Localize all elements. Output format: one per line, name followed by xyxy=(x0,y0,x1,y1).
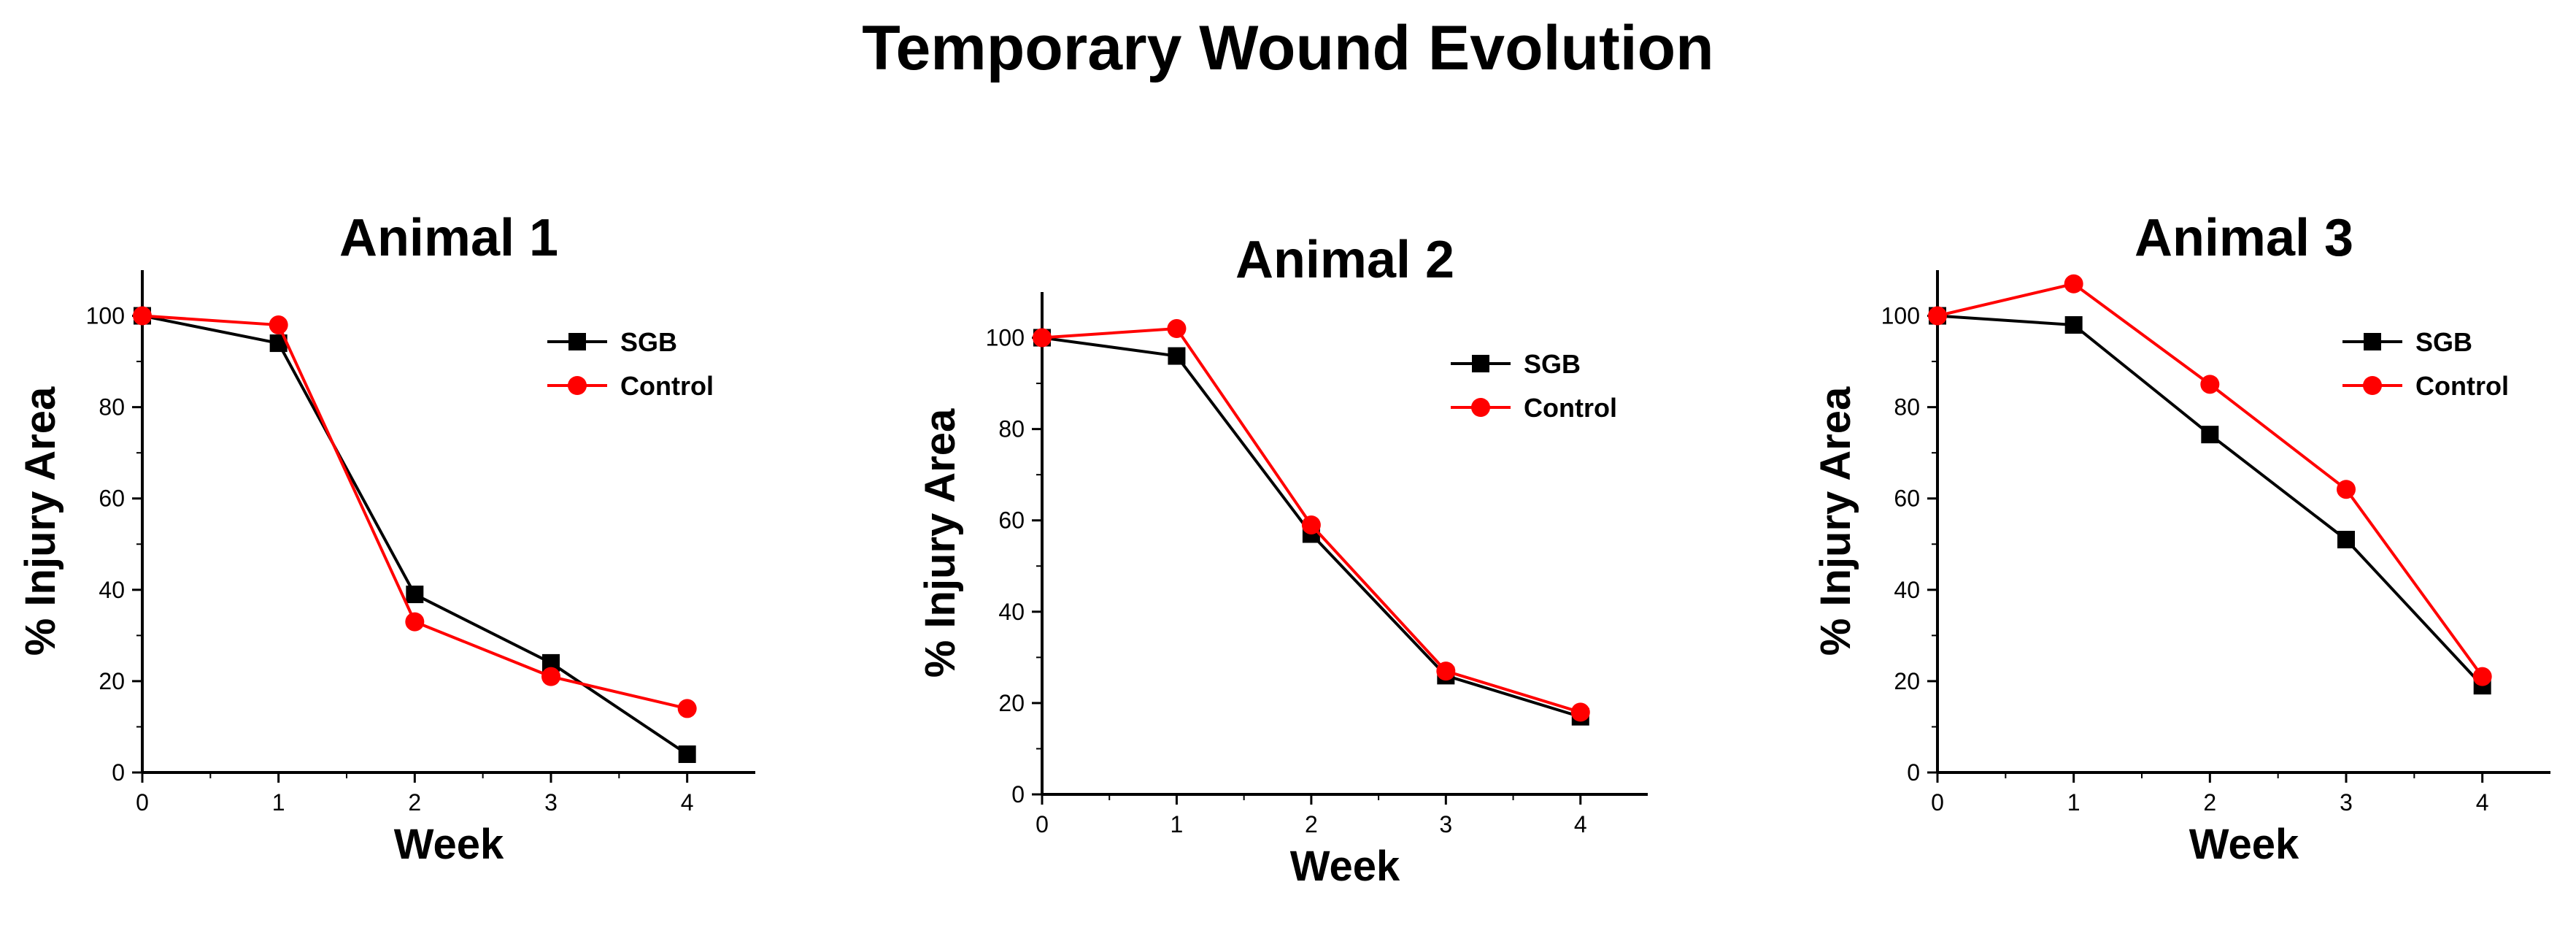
data-point-control xyxy=(269,315,288,335)
x-tick-label: 2 xyxy=(2203,789,2216,816)
data-point-control xyxy=(2064,274,2083,294)
y-tick-label: 60 xyxy=(1894,486,1920,512)
chart-animal-1: Animal 1 0 20 40 60 80 100 0 1 2 3 4 Week % Injury Ar… xyxy=(17,209,755,868)
legend-marker-control xyxy=(2363,376,2382,395)
legend-marker-sgb xyxy=(568,333,586,350)
legend-label-sgb: SGB xyxy=(620,327,677,357)
series-line-control xyxy=(142,314,688,710)
x-axis-label: Week xyxy=(2189,821,2299,868)
data-point-control xyxy=(133,306,152,326)
chart-animal-3: Animal 3 0 20 40 60 80 100 0 1 2 3 4 Week % Injury Ar… xyxy=(1812,209,2550,868)
legend-label-sgb: SGB xyxy=(2415,327,2472,357)
data-point-control xyxy=(2472,667,2492,686)
legend-marker-sgb xyxy=(1472,355,1489,372)
x-tick-label: 4 xyxy=(2476,789,2489,816)
data-point-control xyxy=(1928,306,1947,326)
x-tick-label: 1 xyxy=(2067,789,2081,816)
y-tick-label: 40 xyxy=(1894,577,1920,603)
y-tick-label: 100 xyxy=(86,303,125,329)
x-tick-label: 0 xyxy=(1931,789,1944,816)
x-tick-label: 3 xyxy=(1439,811,1452,837)
y-tick-label: 0 xyxy=(1011,781,1025,808)
legend: SGB Control xyxy=(547,327,714,401)
panel-title: Animal 2 xyxy=(1235,231,1454,289)
x-tick-label: 3 xyxy=(2340,789,2353,816)
data-point-control xyxy=(1167,319,1187,339)
y-tick-label: 20 xyxy=(99,668,125,694)
figure-title: Temporary Wound Evolution xyxy=(862,13,1713,83)
data-point-sgb xyxy=(2337,531,2355,549)
y-axis-label: % Injury Area xyxy=(1812,386,1859,656)
y-axis-label: % Injury Area xyxy=(917,408,964,678)
data-point-control xyxy=(2200,375,2220,394)
panel-title: Animal 3 xyxy=(2135,209,2353,267)
x-tick-label: 4 xyxy=(1574,811,1587,837)
x-tick-label: 2 xyxy=(1305,811,1318,837)
panel-title: Animal 1 xyxy=(339,209,558,267)
legend-label-control: Control xyxy=(620,371,714,401)
x-tick-label: 1 xyxy=(272,789,285,816)
legend-label-sgb: SGB xyxy=(1524,349,1581,379)
y-tick-label: 40 xyxy=(998,599,1025,625)
data-point-control xyxy=(405,612,425,632)
data-point-control xyxy=(2337,480,2356,499)
y-tick-label: 80 xyxy=(1894,394,1920,421)
x-tick-label: 2 xyxy=(408,789,421,816)
legend-label-control: Control xyxy=(2415,371,2509,401)
data-point-sgb xyxy=(406,586,424,604)
x-tick-label: 3 xyxy=(544,789,558,816)
legend-marker-control xyxy=(1471,398,1490,417)
data-point-control xyxy=(1436,662,1456,681)
legend: SGB Control xyxy=(2342,327,2509,401)
y-tick-label: 0 xyxy=(112,759,125,786)
data-point-sgb xyxy=(1168,347,1186,365)
x-axis-label: Week xyxy=(394,821,504,868)
data-point-control xyxy=(1570,702,1590,722)
y-axis-label: % Injury Area xyxy=(17,386,64,656)
y-tick-label: 80 xyxy=(99,394,125,421)
x-tick-label: 1 xyxy=(1171,811,1184,837)
legend-label-control: Control xyxy=(1524,393,1617,423)
legend-marker-control xyxy=(568,376,587,395)
data-point-control xyxy=(1301,515,1321,534)
data-point-control xyxy=(1033,328,1052,348)
x-tick-label: 0 xyxy=(1036,811,1049,837)
x-tick-label: 0 xyxy=(136,789,149,816)
legend-marker-sgb xyxy=(2364,333,2381,350)
y-tick-label: 0 xyxy=(1907,759,1920,786)
legend: SGB Control xyxy=(1451,349,1617,423)
data-point-sgb xyxy=(2201,426,2219,444)
chart-animal-2: Animal 2 0 20 40 60 80 100 0 1 2 3 4 Week % Injury Ar… xyxy=(917,231,1648,890)
y-tick-label: 60 xyxy=(998,507,1025,534)
x-axis-label: Week xyxy=(1290,843,1400,890)
data-point-sgb xyxy=(2064,316,2083,334)
y-tick-label: 20 xyxy=(998,690,1025,716)
y-tick-label: 80 xyxy=(998,416,1025,442)
y-tick-label: 40 xyxy=(99,577,125,603)
y-tick-label: 100 xyxy=(986,325,1025,351)
data-point-control xyxy=(541,667,560,686)
x-tick-label: 4 xyxy=(681,789,694,816)
data-point-sgb xyxy=(678,745,696,763)
series-line-sgb xyxy=(1937,314,2484,687)
data-point-control xyxy=(677,699,697,718)
y-tick-label: 20 xyxy=(1894,668,1920,694)
y-tick-label: 100 xyxy=(1881,303,1920,329)
y-tick-label: 60 xyxy=(99,486,125,512)
